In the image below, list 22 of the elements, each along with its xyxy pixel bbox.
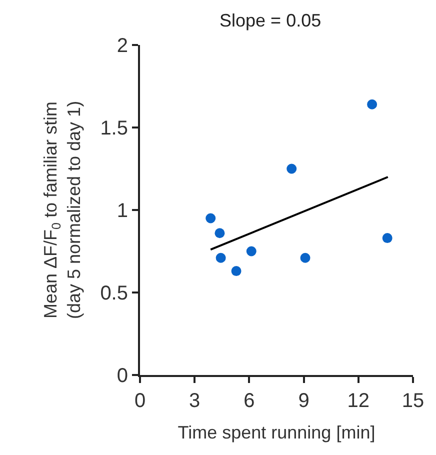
point bbox=[367, 99, 378, 110]
x-axis-title: Time spent running [min] bbox=[178, 422, 376, 443]
point bbox=[300, 252, 310, 263]
point bbox=[286, 164, 297, 174]
y-tick-label: 1.5 bbox=[100, 118, 128, 140]
x-tick-label: 12 bbox=[347, 390, 370, 412]
point bbox=[246, 246, 256, 256]
point bbox=[206, 213, 216, 224]
y-tick-label: 2 bbox=[116, 35, 128, 57]
chart-title: Slope = 0.05 bbox=[220, 10, 322, 30]
x-tick-label: 15 bbox=[402, 390, 424, 412]
y-tick-label: 1 bbox=[116, 200, 128, 222]
point bbox=[216, 252, 226, 263]
point bbox=[382, 233, 392, 244]
point bbox=[214, 228, 225, 238]
y-tick-label: 0.5 bbox=[100, 282, 128, 304]
y-tick-label: 0 bbox=[116, 365, 128, 387]
x-tick-label: 3 bbox=[189, 390, 200, 412]
x-tick-label: 0 bbox=[134, 390, 146, 412]
x-tick-label: 6 bbox=[244, 390, 255, 412]
point bbox=[231, 266, 242, 276]
x-tick-label: 9 bbox=[298, 390, 310, 412]
